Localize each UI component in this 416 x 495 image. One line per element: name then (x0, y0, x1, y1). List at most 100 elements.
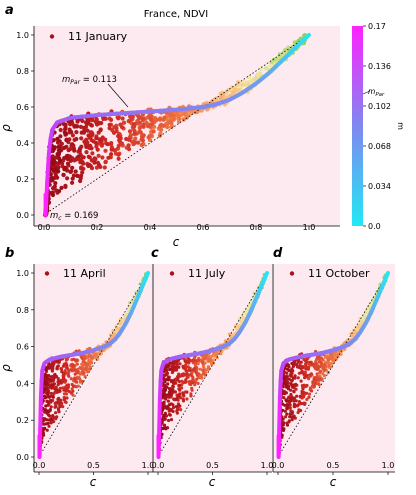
scatter-point (94, 141, 98, 145)
scatter-point (290, 375, 293, 378)
scatter-point (291, 412, 294, 415)
scatter-point (236, 80, 240, 84)
x-tick-label: 1.0 (303, 223, 316, 232)
scatter-point (292, 390, 295, 393)
scatter-point (176, 412, 179, 415)
scatter-point (88, 144, 92, 148)
figure-title: France, NDVI (144, 9, 208, 20)
scatter-point (55, 415, 58, 418)
scatter-point (50, 421, 53, 424)
scatter-point (237, 88, 241, 92)
scatter-point (158, 117, 162, 121)
scatter-point (228, 333, 231, 336)
scatter-point (81, 167, 85, 171)
scatter-point (185, 372, 188, 375)
scatter-point (210, 99, 214, 103)
scatter-point (316, 372, 319, 375)
scatter-point (67, 383, 70, 386)
scatter-point (54, 411, 57, 414)
scatter-point (166, 382, 169, 385)
scatter-point (84, 368, 87, 371)
scatter-point (71, 177, 75, 181)
scatter-point (300, 402, 303, 405)
scatter-point (79, 136, 83, 140)
scatter-point (127, 143, 131, 147)
scatter-point (47, 425, 50, 428)
scatter-point (311, 380, 314, 383)
scatter-point (313, 377, 316, 380)
colorbar-tick-label: 0.034 (368, 182, 391, 191)
x-axis-label: c (173, 235, 180, 249)
panel-letter: b (5, 246, 14, 261)
scatter-point (319, 361, 322, 364)
scatter-point (52, 362, 55, 365)
fit-curve-segment (160, 381, 161, 398)
scatter-point (78, 377, 81, 380)
scatter-point (86, 133, 90, 137)
scatter-point (158, 124, 162, 128)
scatter-point (78, 147, 82, 151)
scatter-point (149, 116, 153, 120)
panel-letter: d (273, 246, 283, 261)
scatter-point (175, 405, 178, 408)
scatter-point (297, 376, 300, 379)
scatter-point (118, 322, 121, 325)
scatter-point (49, 380, 52, 383)
scatter-point (49, 418, 52, 421)
scatter-point (72, 364, 75, 367)
scatter-point (158, 134, 162, 138)
scatter-point (305, 360, 308, 363)
scatter-point (295, 399, 298, 402)
scatter-point (114, 126, 118, 130)
fit-curve-segment (307, 35, 309, 37)
y-axis-label: ρ (0, 364, 13, 372)
legend-marker (170, 271, 174, 275)
scatter-point (303, 384, 306, 387)
scatter-point (247, 75, 251, 79)
scatter-point (292, 396, 295, 399)
scatter-point (97, 154, 101, 158)
scatter-point (130, 115, 134, 119)
panel-letter: c (151, 246, 159, 261)
scatter-point (128, 129, 132, 133)
scatter-point (86, 363, 89, 366)
scatter-point (308, 393, 311, 396)
x-tick-label: 0.5 (327, 461, 340, 470)
colorbar-gradient (352, 26, 363, 226)
scatter-point (70, 166, 74, 170)
colorbar-tick-label: 0.068 (368, 142, 391, 151)
scatter-point (46, 400, 49, 403)
scatter-point (51, 395, 54, 398)
scatter-point (140, 143, 144, 147)
fit-curve-segment (41, 381, 42, 398)
scatter-point (90, 132, 94, 136)
scatter-point (285, 385, 288, 388)
scatter-point (106, 156, 110, 160)
scatter-point (171, 385, 174, 388)
scatter-point (307, 377, 310, 380)
scatter-point (70, 368, 73, 371)
scatter-point (45, 422, 48, 425)
scatter-point (170, 409, 173, 412)
scatter-point (289, 409, 292, 412)
scatter-point (301, 387, 304, 390)
scatter-point (302, 395, 305, 398)
scatter-point (163, 424, 166, 427)
scatter-point (288, 378, 291, 381)
scatter-point (189, 394, 192, 397)
scatter-point (167, 365, 170, 368)
scatter-point (132, 122, 136, 126)
scatter-point (74, 169, 78, 173)
scatter-point (79, 366, 82, 369)
scatter-point (51, 161, 55, 165)
x-tick-label: 0.2 (91, 223, 104, 232)
scatter-point (171, 403, 174, 406)
scatter-point (67, 371, 70, 374)
scatter-point (241, 316, 244, 319)
x-tick-label: 1.0 (382, 461, 395, 470)
scatter-point (56, 152, 60, 156)
scatter-point (175, 398, 178, 401)
scatter-point (176, 375, 179, 378)
x-tick-label: 0.0 (152, 461, 165, 470)
